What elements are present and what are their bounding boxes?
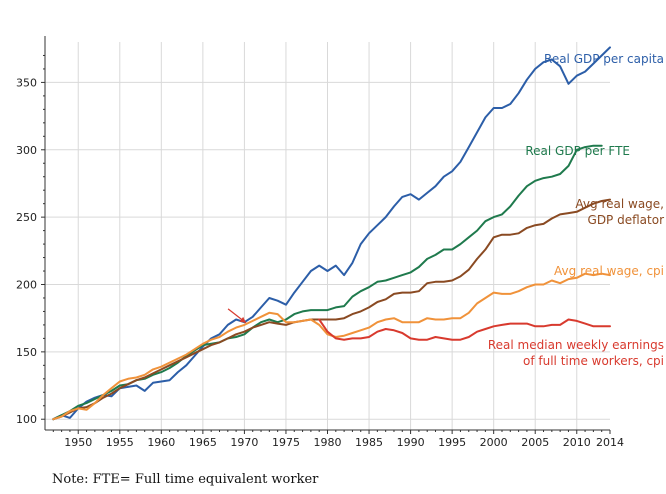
- y-tick-label: 200: [16, 279, 37, 292]
- series-label-2: Avg real wage,: [575, 197, 664, 211]
- x-tick-label: 1970: [230, 436, 258, 449]
- series-label-4: of full time workers, cpi: [523, 354, 664, 368]
- series-lines: [52, 46, 611, 421]
- y-tick-label: 150: [16, 346, 37, 359]
- footnote: Note: FTE= Full time equivalent worker: [52, 472, 319, 487]
- series-label-4: Real median weekly earnings: [488, 338, 664, 352]
- x-tick-label: 1950: [64, 436, 92, 449]
- series-line-2: [52, 198, 611, 421]
- arrow-head: [239, 316, 247, 323]
- x-tick-label: 2010: [563, 436, 591, 449]
- x-tick-label: 1965: [189, 436, 217, 449]
- y-tick-label: 100: [16, 413, 37, 426]
- x-tick-label: 1960: [147, 436, 175, 449]
- series-label-3: Avg real wage, cpi: [554, 264, 664, 278]
- x-tick-label: 1955: [106, 436, 134, 449]
- x-tick-label: 2000: [480, 436, 508, 449]
- series-line-4: [318, 318, 611, 341]
- y-axis-ticks: 100 150 200 250 300 350: [16, 54, 45, 426]
- series-line-0: [52, 46, 611, 421]
- annotation-arrow: [227, 308, 247, 324]
- series-line-1: [52, 144, 603, 421]
- series-label-0: Real GDP per capita: [544, 52, 664, 66]
- x-tick-label: 2014: [596, 436, 624, 449]
- x-tick-label: 1980: [314, 436, 342, 449]
- y-tick-label: 350: [16, 76, 37, 89]
- series-label-1: Real GDP per FTE: [525, 144, 630, 158]
- x-tick-label: 1975: [272, 436, 300, 449]
- y-tick-label: 250: [16, 211, 37, 224]
- x-axis-ticks: 1950 1955 1960 1965 1970 1975 1980 1985 1990 1995…: [52, 430, 624, 449]
- x-tick-label: 1995: [438, 436, 466, 449]
- series-labels: Real GDP per capita Real GDP per FTE Avg r…: [488, 52, 664, 368]
- series-label-2: GDP deflator: [588, 213, 665, 227]
- x-tick-label: 1990: [397, 436, 425, 449]
- y-tick-label: 300: [16, 144, 37, 157]
- x-tick-label: 2005: [521, 436, 549, 449]
- grid: [45, 42, 610, 430]
- x-tick-label: 1985: [355, 436, 383, 449]
